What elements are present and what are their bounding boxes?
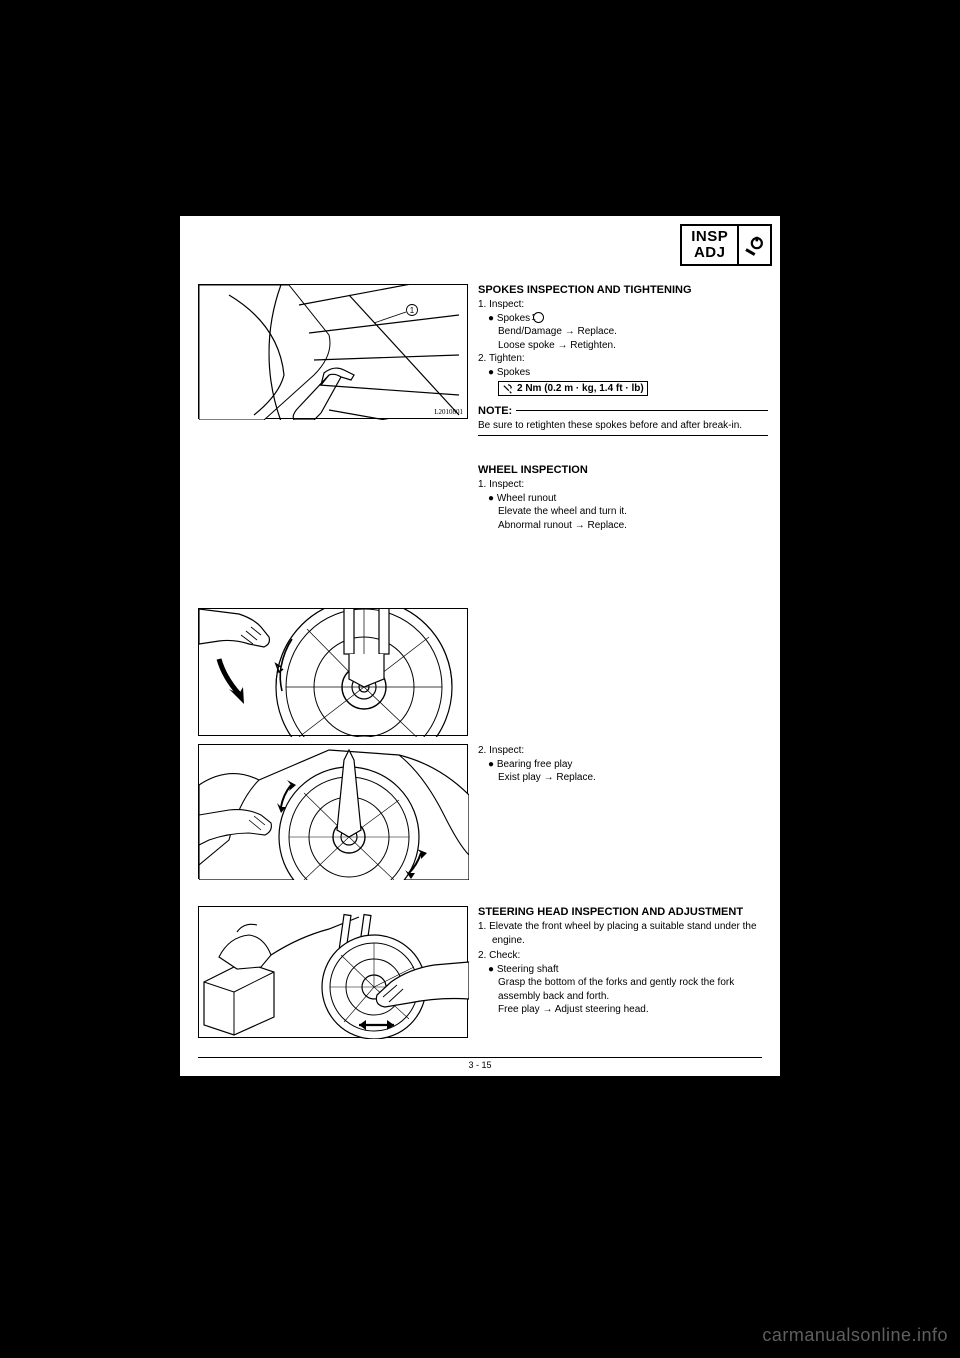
step-text: ● Steering shaft [478, 963, 768, 977]
torque-spec: 2 Nm (0.2 m · kg, 1.4 ft · lb) [498, 381, 648, 396]
note-rule [516, 410, 768, 411]
step-text: 2. Inspect: [478, 744, 768, 758]
step-text: Loose spoke → Retighten. [478, 339, 768, 353]
manual-page: INSP ADJ [180, 216, 780, 1076]
note-header: NOTE: [478, 405, 768, 417]
note-label: NOTE: [478, 405, 512, 417]
badge-line1: INSP [691, 229, 728, 245]
svg-text:1: 1 [410, 306, 415, 315]
note-end-rule [478, 435, 768, 436]
wrench-icon [737, 226, 770, 264]
step-text: ● Bearing free play [478, 758, 768, 772]
figure-code: L2010801 [434, 408, 463, 416]
step-text: ● Spokes [478, 366, 768, 380]
note-text: Be sure to retighten these spokes before… [478, 419, 768, 432]
step-text: ● Wheel runout [478, 492, 768, 506]
section-spokes: SPOKES INSPECTION AND TIGHTENING 1. Insp… [478, 284, 768, 436]
torque-icon [502, 384, 514, 394]
step-text: Abnormal runout → Replace. [478, 519, 768, 533]
heading-wheel: WHEEL INSPECTION [478, 464, 768, 476]
heading-steering: STEERING HEAD INSPECTION AND ADJUSTMENT [478, 906, 768, 918]
section-wheel-2: 2. Inspect: ● Bearing free play Exist pl… [478, 744, 768, 785]
badge-line2: ADJ [694, 245, 726, 261]
step-text: Grasp the bottom of the forks and gently… [478, 976, 768, 1003]
step-text: 1. Inspect: [478, 298, 768, 312]
step-text: Free play → Adjust steering head. [478, 1003, 768, 1017]
section-steering: STEERING HEAD INSPECTION AND ADJUSTMENT … [478, 906, 768, 1017]
section-wheel: WHEEL INSPECTION 1. Inspect: ● Wheel run… [478, 464, 768, 532]
figure-spoke-tightening: 1 L2010801 [198, 284, 468, 419]
step-text: Exist play → Replace. [478, 771, 768, 785]
step-text: 1. Inspect: [478, 478, 768, 492]
step-text: Elevate the wheel and turn it. [478, 505, 768, 519]
step-text: ● Spokes 1 [478, 312, 768, 326]
step-text: Bend/Damage → Replace. [478, 325, 768, 339]
footer-rule [198, 1057, 762, 1058]
page-number: 3 - 15 [468, 1060, 491, 1070]
figure-wheel-runout [198, 608, 468, 736]
torque-value: 2 Nm (0.2 m · kg, 1.4 ft · lb) [517, 383, 644, 394]
figure-steering-head [198, 906, 468, 1038]
step-text: 1. Elevate the front wheel by placing a … [478, 920, 768, 947]
insp-adj-badge: INSP ADJ [680, 224, 772, 266]
heading-spokes: SPOKES INSPECTION AND TIGHTENING [478, 284, 768, 296]
step-text: 2. Tighten: [478, 352, 768, 366]
step-text: 2. Check: [478, 949, 768, 963]
callout-1: 1 [533, 312, 544, 323]
figure-bearing-play [198, 744, 468, 879]
insp-adj-text: INSP ADJ [682, 226, 737, 264]
watermark: carmanualsonline.info [762, 1325, 948, 1346]
